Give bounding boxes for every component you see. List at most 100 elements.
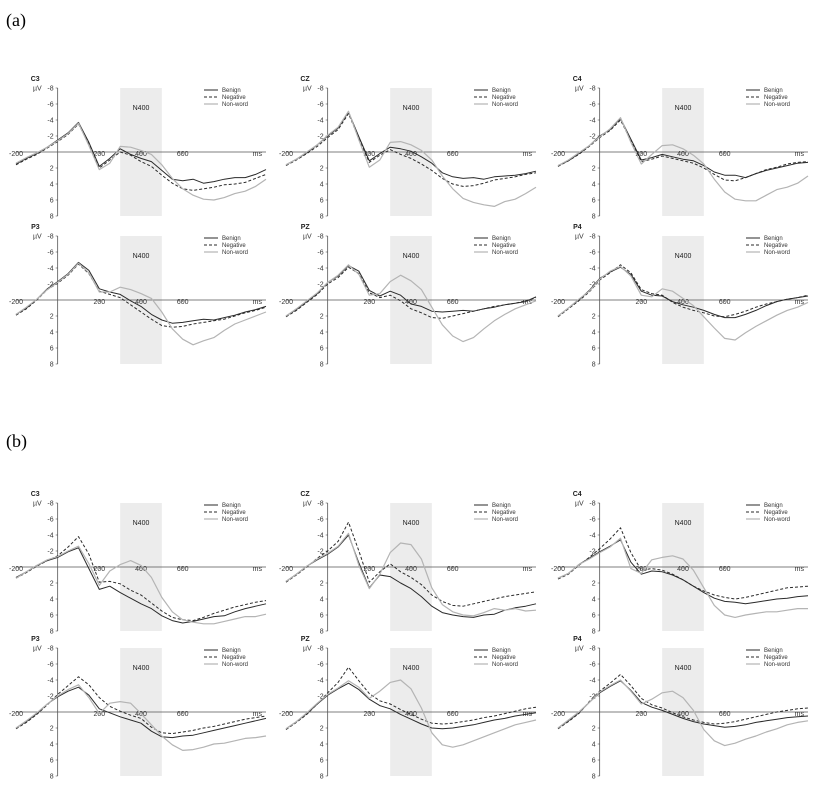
legend-label-benign: Benign	[492, 503, 511, 509]
electrode-label: C3	[31, 491, 40, 498]
y-tick-label: -4	[47, 118, 53, 125]
x-tick-label: 200	[635, 151, 647, 158]
y-tick-label: 6	[592, 613, 596, 620]
legend-label-benign: Benign	[492, 648, 511, 654]
legend-label-negative: Negative	[492, 95, 516, 101]
erp-chart-a-p4: N400 -8 -6 -4 -2 2 4 6 8 µV P4 -200 200 400 600 ms Benig…	[551, 224, 809, 369]
y-tick-label: 8	[50, 629, 54, 636]
y-tick-label: 4	[320, 182, 324, 189]
y-tick-label: -6	[47, 250, 53, 257]
electrode-label: C4	[573, 491, 582, 498]
series-line-benign	[15, 547, 267, 624]
legend-label-non-word: Non-word	[492, 662, 518, 668]
x-tick-label: 600	[447, 151, 459, 158]
panel-label-a: (a)	[6, 10, 26, 31]
x-tick-label: -200	[279, 151, 293, 158]
x-tick-label: 600	[719, 711, 731, 718]
series-line-benign	[15, 261, 267, 324]
x-tick-label: -200	[551, 299, 565, 306]
n400-label: N400	[675, 253, 692, 260]
y-tick-label: 8	[50, 774, 54, 781]
y-tick-label: -4	[317, 678, 323, 685]
x-tick-label: 600	[719, 151, 731, 158]
y-tick-label: 6	[592, 758, 596, 765]
y-tick-label: 4	[50, 182, 54, 189]
y-tick-label: -6	[47, 102, 53, 109]
series-line-negative	[15, 123, 267, 191]
series-line-negative	[15, 536, 267, 622]
legend-label-negative: Negative	[492, 243, 516, 249]
x-tick-label: -200	[9, 711, 23, 718]
y-tick-label: 2	[50, 166, 54, 173]
legend-label-non-word: Non-word	[492, 250, 518, 256]
electrode-label: C3	[31, 76, 40, 83]
erp-chart-a-cz: N400 -8 -6 -4 -2 2 4 6 8 µV CZ -200 200 400 600 ms Benig…	[279, 76, 537, 221]
y-tick-label: -4	[589, 266, 595, 273]
series-line-negative	[15, 263, 267, 328]
legend-label-negative: Negative	[222, 655, 246, 661]
electrode-label: P3	[31, 636, 40, 643]
legend-label-non-word: Non-word	[764, 662, 790, 668]
y-tick-label: -6	[589, 250, 595, 257]
series-line-non-word	[15, 545, 267, 625]
y-tick-label: 4	[592, 742, 596, 749]
y-tick-label: -2	[317, 694, 323, 701]
y-tick-label: -2	[47, 134, 53, 141]
y-tick-label: 2	[50, 726, 54, 733]
y-tick-label: 2	[592, 581, 596, 588]
x-axis-unit: ms	[253, 151, 263, 158]
y-tick-label: -6	[589, 662, 595, 669]
y-tick-label: 2	[320, 726, 324, 733]
legend-label-negative: Negative	[764, 243, 788, 249]
electrode-label: P4	[573, 224, 582, 231]
y-tick-label: 6	[320, 613, 324, 620]
x-tick-label: 600	[719, 299, 731, 306]
legend-label-benign: Benign	[222, 88, 241, 94]
y-tick-label: -6	[589, 102, 595, 109]
y-tick-label: 2	[592, 314, 596, 321]
x-tick-label: -200	[551, 711, 565, 718]
series-line-benign	[15, 121, 267, 184]
x-tick-label: 200	[363, 151, 375, 158]
y-axis-label: µV	[33, 86, 42, 93]
x-tick-label: 600	[719, 566, 731, 573]
erp-plot-grid: N400 -8 -6 -4 -2 2 4 6 8 µV C3 -200 200 400 600 ms Benig…	[9, 76, 809, 781]
series-line-benign	[15, 686, 267, 739]
y-axis-label: µV	[303, 86, 312, 93]
series-line-negative	[557, 119, 809, 182]
x-axis-unit: ms	[523, 151, 533, 158]
n400-label: N400	[403, 665, 420, 672]
legend-label-non-word: Non-word	[492, 517, 518, 523]
x-tick-label: 600	[177, 566, 189, 573]
x-tick-label: -200	[279, 299, 293, 306]
erp-chart-b-cz: N400 -8 -6 -4 -2 2 4 6 8 µV CZ -200 200 400 600 ms Benig…	[279, 491, 537, 636]
legend-label-negative: Negative	[492, 655, 516, 661]
y-tick-label: 8	[50, 362, 54, 369]
legend-label-non-word: Non-word	[764, 250, 790, 256]
y-tick-label: 2	[592, 166, 596, 173]
y-tick-label: -6	[47, 517, 53, 524]
x-tick-label: 200	[93, 566, 105, 573]
y-axis-label: µV	[303, 234, 312, 241]
series-line-negative	[557, 527, 809, 600]
legend-label-negative: Negative	[492, 510, 516, 516]
series-line-non-word	[285, 679, 537, 748]
electrode-label: P3	[31, 224, 40, 231]
y-tick-label: -8	[589, 646, 595, 653]
series-line-non-word	[285, 532, 537, 617]
x-tick-label: 200	[93, 151, 105, 158]
y-tick-label: 4	[320, 330, 324, 337]
x-axis-unit: ms	[795, 299, 805, 306]
y-tick-label: -8	[317, 501, 323, 508]
y-tick-label: 8	[320, 629, 324, 636]
y-tick-label: -8	[589, 501, 595, 508]
y-axis-label: µV	[303, 646, 312, 653]
electrode-label: CZ	[300, 76, 310, 83]
x-tick-label: 200	[635, 566, 647, 573]
legend-label-non-word: Non-word	[492, 102, 518, 108]
x-tick-label: 600	[447, 566, 459, 573]
series-line-non-word	[15, 262, 267, 346]
n400-label: N400	[403, 105, 420, 112]
y-tick-label: 8	[50, 214, 54, 221]
